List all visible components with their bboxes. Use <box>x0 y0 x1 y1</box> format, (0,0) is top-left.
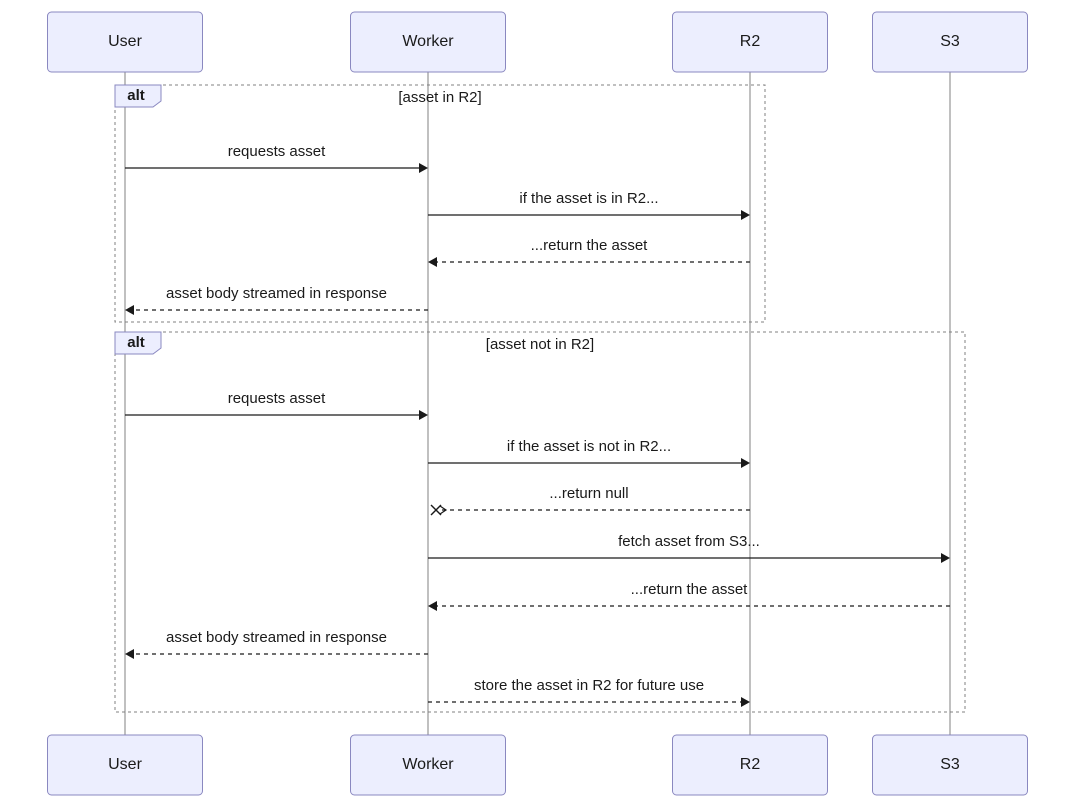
message-text: asset body streamed in response <box>166 629 387 646</box>
message-text: if the asset is not in R2... <box>507 438 671 455</box>
message-text: requests asset <box>228 390 326 407</box>
alt-condition-1: [asset not in R2] <box>486 336 594 353</box>
participant-label-user: User <box>108 33 142 50</box>
participant-label-worker: Worker <box>402 33 454 50</box>
participant-label-s3: S3 <box>940 756 960 773</box>
message-text: ...return the asset <box>531 237 649 254</box>
alt-box-1 <box>115 332 965 712</box>
alt-label-0: alt <box>127 87 145 104</box>
message-text: fetch asset from S3... <box>618 533 760 550</box>
sequence-diagram: User Worker R2 S3 User Worker R2 S3 alt [asset in… <box>0 0 1075 809</box>
alt-condition-0: [asset in R2] <box>398 89 481 106</box>
message-text: ...return null <box>549 485 628 502</box>
participant-label-r2: R2 <box>740 33 761 50</box>
message-text: if the asset is in R2... <box>519 190 658 207</box>
alt-label-1: alt <box>127 334 145 351</box>
message-text: requests asset <box>228 143 326 160</box>
message-text: store the asset in R2 for future use <box>474 677 704 694</box>
message-text: asset body streamed in response <box>166 285 387 302</box>
message-text: ...return the asset <box>631 581 749 598</box>
participant-label-s3: S3 <box>940 33 960 50</box>
participant-label-worker: Worker <box>402 756 454 773</box>
participant-label-r2: R2 <box>740 756 761 773</box>
participant-label-user: User <box>108 756 142 773</box>
